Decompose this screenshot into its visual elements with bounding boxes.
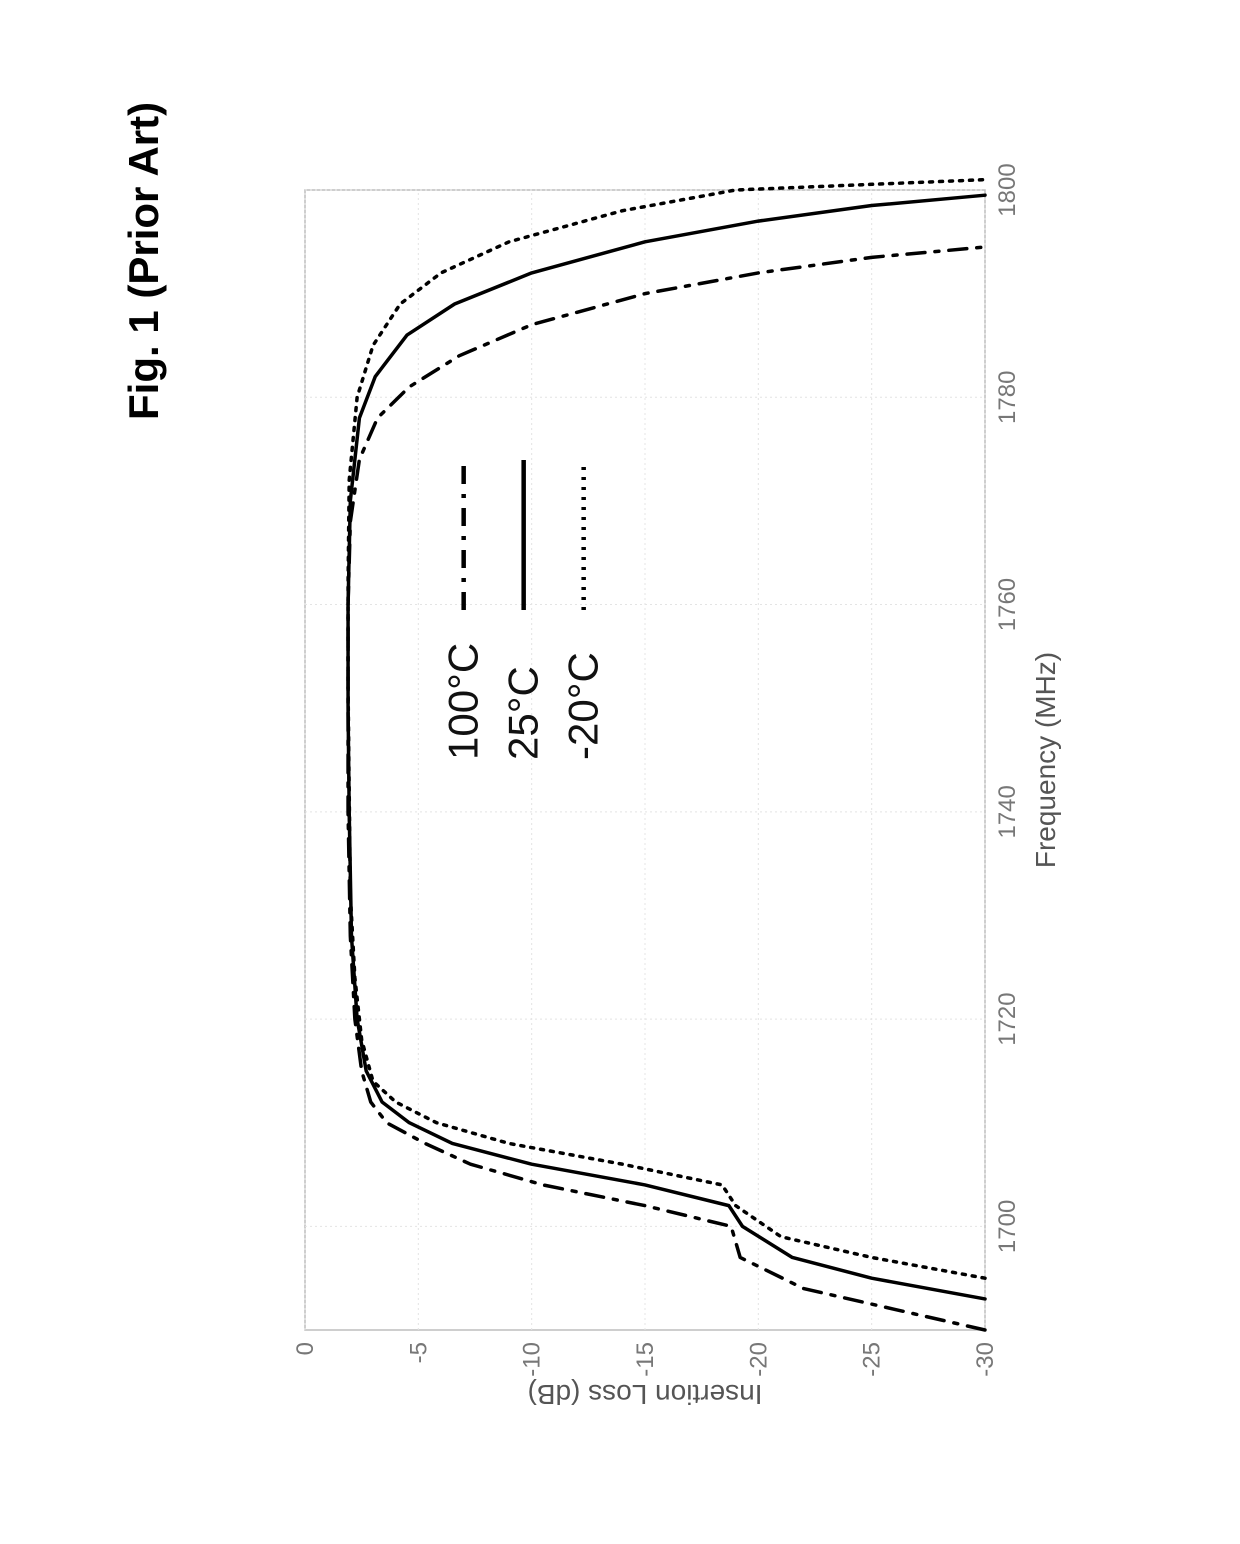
- ytick-label: -30: [972, 1342, 999, 1377]
- xtick-label: 1700: [994, 1200, 1021, 1253]
- xtick-label: 1800: [994, 163, 1021, 216]
- ytick-label: -15: [632, 1342, 659, 1377]
- ytick-label: -25: [859, 1342, 886, 1377]
- legend-label-100°C: 100°C: [440, 643, 487, 760]
- ytick-label: 0: [292, 1342, 319, 1355]
- y-axis-label: Insertion Loss (dB): [528, 1379, 763, 1410]
- xtick-label: 1720: [994, 992, 1021, 1045]
- xtick-label: 1740: [994, 785, 1021, 838]
- xtick-label: 1780: [994, 371, 1021, 424]
- ytick-label: -10: [519, 1342, 546, 1377]
- page: Fig. 1 (Prior Art) 170017201740176017801…: [0, 0, 1240, 1544]
- ytick-label: -5: [405, 1342, 432, 1363]
- chart-container: 1700 1720 1740 1760 1780 1800 0 -5 -10 -15 -20 -25 -…: [240, 120, 1120, 1460]
- legend-label--20°C: -20°C: [560, 652, 607, 760]
- ytick-label: -20: [745, 1342, 772, 1377]
- legend-label-25°C: 25°C: [500, 666, 547, 760]
- xtick-label: 1760: [994, 578, 1021, 631]
- chart-svg: 1700 1720 1740 1760 1780 1800 0 -5 -10 -15 -20 -25 -…: [240, 120, 1120, 1460]
- x-axis-label: Frequency (MHz): [1030, 652, 1061, 868]
- figure-title: Fig. 1 (Prior Art): [120, 102, 168, 420]
